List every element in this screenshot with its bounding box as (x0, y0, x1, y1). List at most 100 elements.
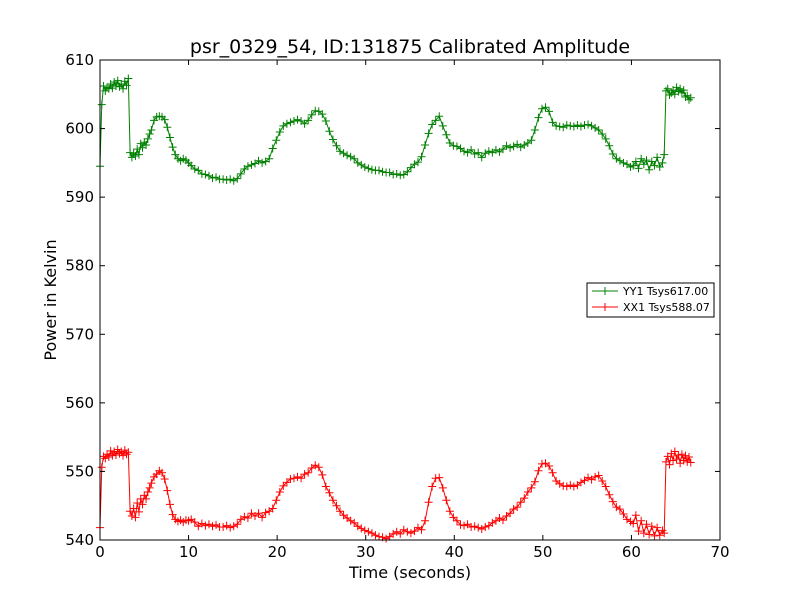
data-point-yy1-93 (360, 162, 369, 171)
data-point-yy1-152 (569, 122, 578, 131)
data-point-xx1-3 (101, 454, 110, 463)
data-point-yy1-60 (243, 162, 252, 171)
data-point-yy1-56 (229, 176, 238, 185)
data-point-yy1-110 (421, 141, 430, 150)
data-point-xx1-192 (679, 456, 688, 465)
data-point-xx1-138 (520, 494, 529, 503)
data-point-xx1-111 (424, 498, 433, 507)
data-point-yy1-146 (548, 118, 557, 127)
y-tick-label: 570 (65, 325, 94, 343)
data-point-xx1-136 (513, 503, 522, 512)
data-point-xx1-105 (403, 527, 412, 536)
data-point-xx1-49 (204, 520, 213, 529)
data-point-xx1-11 (115, 449, 124, 458)
data-point-yy1-13 (119, 84, 128, 93)
y-tick-label: 590 (65, 188, 94, 206)
data-point-yy1-173 (639, 160, 648, 169)
data-point-xx1-107 (410, 527, 419, 536)
data-point-xx1-193 (681, 451, 690, 460)
data-point-yy1-118 (449, 141, 458, 150)
data-point-xx1-29 (147, 479, 156, 488)
data-point-xx1-19 (129, 504, 138, 513)
data-point-xx1-16 (124, 448, 133, 457)
series-yy1 (96, 74, 695, 185)
data-point-yy1-177 (650, 161, 659, 170)
data-point-yy1-44 (187, 161, 196, 170)
data-point-xx1-121 (460, 521, 469, 530)
data-point-yy1-86 (336, 147, 345, 156)
data-point-yy1-133 (502, 141, 511, 150)
data-point-xx1-173 (639, 529, 648, 538)
data-point-xx1-95 (367, 529, 376, 538)
legend-marker-xx1 (601, 303, 609, 311)
data-point-xx1-161 (601, 482, 610, 491)
x-tick-label: 70 (710, 543, 729, 561)
data-point-yy1-64 (258, 158, 267, 167)
data-point-xx1-51 (212, 520, 221, 529)
y-tick-label: 600 (65, 120, 94, 138)
data-point-yy1-69 (275, 128, 284, 136)
data-point-yy1-153 (573, 121, 582, 130)
data-point-yy1-28 (145, 130, 154, 139)
legend: YY1 Tsys617.00 XX1 Tsys588.07 (586, 282, 715, 318)
data-point-xx1-135 (509, 505, 518, 514)
data-point-xx1-1 (97, 463, 106, 472)
data-point-xx1-7 (108, 451, 117, 460)
data-point-xx1-35 (163, 486, 172, 495)
data-point-xx1-77 (304, 468, 313, 477)
data-point-yy1-92 (357, 160, 366, 169)
data-point-xx1-53 (219, 522, 228, 531)
data-point-xx1-113 (431, 474, 440, 483)
legend-label-yy1: YY1 Tsys617.00 (622, 285, 708, 298)
data-point-yy1-132 (499, 145, 507, 154)
data-point-yy1-192 (679, 86, 688, 95)
data-point-xx1-188 (672, 455, 681, 464)
data-point-yy1-20 (131, 152, 140, 160)
data-point-yy1-55 (226, 175, 235, 184)
data-point-yy1-180 (658, 158, 667, 167)
data-point-yy1-166 (619, 158, 628, 167)
x-axis-label: Time (seconds) (348, 563, 471, 582)
data-point-yy1-125 (474, 148, 483, 157)
data-point-yy1-196 (686, 93, 695, 102)
data-point-yy1-74 (293, 115, 302, 124)
data-point-xx1-149 (559, 481, 568, 490)
data-point-yy1-137 (516, 143, 525, 152)
data-point-yy1-45 (190, 165, 199, 174)
data-point-yy1-66 (265, 154, 274, 163)
data-point-xx1-67 (268, 504, 277, 513)
data-point-yy1-115 (438, 121, 447, 130)
data-point-xx1-146 (548, 468, 557, 477)
data-point-yy1-171 (634, 164, 643, 173)
data-point-xx1-24 (138, 500, 147, 509)
data-point-xx1-186 (669, 456, 678, 465)
data-point-xx1-68 (272, 496, 281, 505)
data-point-yy1-124 (470, 149, 479, 158)
data-point-xx1-99 (382, 534, 391, 543)
data-point-xx1-104 (399, 525, 408, 534)
x-tick-label: 30 (356, 543, 375, 561)
data-point-xx1-125 (474, 523, 483, 532)
data-point-yy1-144 (541, 103, 550, 112)
data-point-yy1-29 (147, 125, 156, 134)
data-point-yy1-161 (601, 134, 610, 143)
data-point-xx1-48 (201, 521, 210, 530)
data-point-yy1-27 (143, 134, 152, 143)
data-point-xx1-84 (328, 496, 337, 505)
data-point-yy1-174 (642, 156, 651, 165)
data-point-xx1-177 (650, 531, 659, 540)
data-point-yy1-114 (435, 112, 444, 121)
data-point-yy1-21 (133, 145, 142, 154)
data-point-yy1-17 (126, 148, 135, 157)
data-point-xx1-194 (683, 457, 692, 466)
data-point-xx1-191 (677, 450, 686, 459)
series-xx1 (96, 445, 695, 543)
data-point-xx1-154 (576, 478, 585, 487)
data-point-xx1-132 (499, 516, 507, 525)
data-point-xx1-196 (686, 458, 695, 467)
data-point-xx1-70 (279, 481, 288, 490)
data-point-yy1-130 (491, 145, 500, 154)
data-point-xx1-37 (168, 510, 177, 519)
data-point-xx1-148 (555, 479, 564, 488)
data-point-xx1-110 (421, 516, 430, 525)
